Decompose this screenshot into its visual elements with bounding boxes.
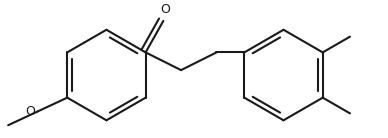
Text: O: O (160, 3, 170, 16)
Text: O: O (25, 105, 35, 118)
